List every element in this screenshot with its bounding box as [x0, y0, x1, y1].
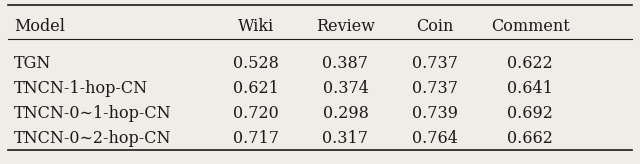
- Text: 0.621: 0.621: [234, 80, 279, 97]
- Text: 0.692: 0.692: [508, 105, 553, 122]
- Text: 0.387: 0.387: [323, 55, 369, 72]
- Text: Wiki: Wiki: [238, 18, 275, 34]
- Text: 0.641: 0.641: [508, 80, 553, 97]
- Text: Comment: Comment: [491, 18, 570, 34]
- Text: TNCN-1-hop-CN: TNCN-1-hop-CN: [14, 80, 148, 97]
- Text: 0.622: 0.622: [508, 55, 553, 72]
- Text: TNCN-0∼2-hop-CN: TNCN-0∼2-hop-CN: [14, 130, 172, 147]
- Text: TNCN-0∼1-hop-CN: TNCN-0∼1-hop-CN: [14, 105, 172, 122]
- Text: Coin: Coin: [416, 18, 453, 34]
- Text: TGN: TGN: [14, 55, 51, 72]
- Text: 0.764: 0.764: [412, 130, 458, 147]
- Text: 0.737: 0.737: [412, 80, 458, 97]
- Text: 0.662: 0.662: [508, 130, 553, 147]
- Text: 0.317: 0.317: [323, 130, 369, 147]
- Text: 0.528: 0.528: [234, 55, 279, 72]
- Text: 0.737: 0.737: [412, 55, 458, 72]
- Text: 0.720: 0.720: [234, 105, 279, 122]
- Text: 0.717: 0.717: [233, 130, 279, 147]
- Text: 0.298: 0.298: [323, 105, 369, 122]
- Text: 0.739: 0.739: [412, 105, 458, 122]
- Text: Model: Model: [14, 18, 65, 34]
- Text: 0.374: 0.374: [323, 80, 369, 97]
- Text: Review: Review: [316, 18, 375, 34]
